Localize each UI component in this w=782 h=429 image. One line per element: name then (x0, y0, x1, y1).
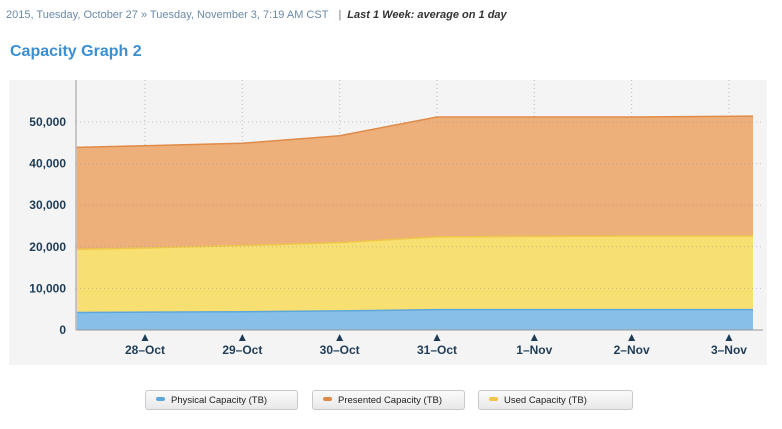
date-range-text: 2015, Tuesday, October 27 » Tuesday, Nov… (6, 9, 329, 21)
y-tick-label: 50,000 (29, 115, 66, 129)
x-tick-marker (238, 334, 246, 341)
series-line-used (76, 235, 753, 251)
legend-swatch-presented (323, 397, 332, 402)
y-tick-label: 10,000 (29, 281, 66, 295)
chart-title: Capacity Graph 2 (10, 43, 142, 60)
x-tick-marker (433, 334, 441, 341)
series-area-presented (76, 116, 753, 250)
averaging-window-text: Last 1 Week: average on 1 day (347, 9, 507, 21)
x-tick-label: 3–Nov (711, 343, 747, 357)
capacity-area-chart: 0 10,000 20,000 30,000 40,000 50,000 28–Oct 29–… (9, 80, 767, 365)
range-separator: | (338, 9, 342, 21)
x-tick-label: 30–Oct (320, 343, 360, 357)
x-tick-label: 28–Oct (125, 343, 165, 357)
x-tick-marker (141, 334, 149, 341)
y-tick-label: 0 (59, 323, 66, 337)
x-tick-marker (628, 334, 636, 341)
x-tick-marker (336, 334, 344, 341)
series-line-presented (76, 115, 754, 149)
series-area-used (76, 235, 753, 313)
y-tick-label: 30,000 (29, 198, 66, 212)
legend-item-presented[interactable]: Presented Capacity (TB) (312, 390, 465, 410)
legend-item-used[interactable]: Used Capacity (TB) (478, 390, 633, 410)
legend-item-physical[interactable]: Physical Capacity (TB) (145, 390, 298, 410)
y-tick-label: 40,000 (29, 157, 66, 171)
legend-swatch-used (489, 397, 498, 402)
x-tick-marker (725, 334, 733, 341)
legend-label-physical: Physical Capacity (TB) (171, 395, 268, 406)
x-tick-label: 1–Nov (516, 343, 552, 357)
y-tick-label: 20,000 (29, 240, 66, 254)
x-tick-label: 2–Nov (614, 343, 650, 357)
chart-legend: Physical Capacity (TB) Presented Capacit… (0, 390, 782, 412)
legend-label-presented: Presented Capacity (TB) (338, 395, 443, 406)
series-line-physical (76, 308, 753, 314)
series-area-physical (76, 309, 753, 330)
legend-label-used: Used Capacity (TB) (504, 395, 587, 406)
legend-swatch-physical (156, 397, 165, 402)
date-range-bar: 2015, Tuesday, October 27 » Tuesday, Nov… (6, 6, 507, 24)
x-tick-label: 29–Oct (222, 343, 262, 357)
x-tick-label: 31–Oct (417, 343, 457, 357)
x-tick-marker (530, 334, 538, 341)
